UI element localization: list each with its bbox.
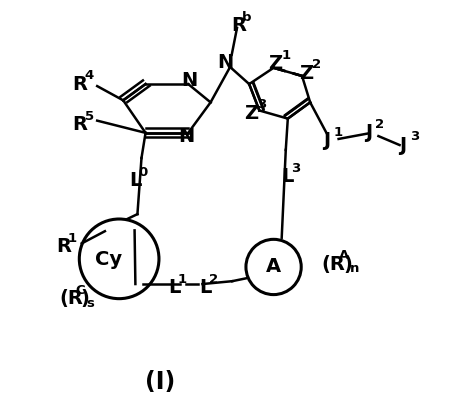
Text: J: J (365, 123, 372, 142)
Text: 1: 1 (67, 232, 77, 245)
Text: 1: 1 (282, 49, 291, 62)
Text: J: J (323, 131, 330, 150)
Text: 4: 4 (84, 70, 94, 82)
Text: Z: Z (268, 54, 283, 73)
Text: N: N (181, 71, 197, 90)
Text: (R: (R (59, 289, 83, 308)
Text: (R: (R (321, 255, 346, 274)
Text: N: N (178, 127, 194, 146)
Text: Z: Z (244, 104, 258, 123)
Text: R: R (73, 75, 87, 94)
Text: n: n (350, 262, 359, 276)
Text: R: R (73, 115, 87, 134)
Text: 3: 3 (291, 162, 300, 175)
Text: C: C (76, 283, 85, 297)
Text: L: L (281, 167, 293, 186)
Text: N: N (218, 54, 234, 73)
Text: Cy: Cy (95, 250, 123, 269)
Text: ): ) (81, 289, 90, 308)
Text: b: b (242, 10, 252, 23)
Text: A: A (338, 249, 349, 262)
Text: 3: 3 (410, 130, 419, 143)
Text: s: s (87, 297, 94, 310)
Text: 3: 3 (257, 98, 266, 111)
Text: ): ) (344, 255, 352, 274)
Text: A: A (266, 257, 281, 276)
Text: 2: 2 (210, 273, 219, 286)
Text: J: J (400, 136, 407, 154)
Text: L: L (168, 278, 180, 297)
Text: 2: 2 (312, 59, 321, 71)
Text: 2: 2 (375, 118, 384, 131)
Text: Z: Z (299, 64, 313, 83)
Text: 0: 0 (138, 166, 148, 179)
Text: (I): (I) (145, 370, 175, 393)
Text: R: R (56, 237, 71, 256)
Text: L: L (129, 171, 142, 190)
Text: 1: 1 (334, 126, 343, 139)
Text: L: L (200, 278, 212, 297)
Text: R: R (231, 16, 246, 35)
Text: 1: 1 (178, 273, 187, 286)
Text: 5: 5 (84, 110, 94, 123)
